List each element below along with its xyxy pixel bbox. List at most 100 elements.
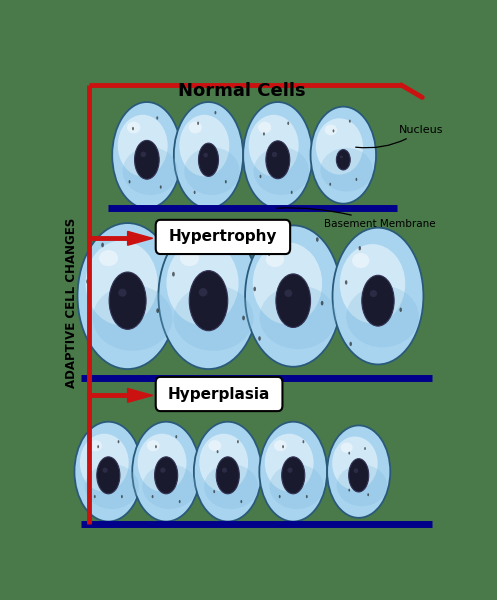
Ellipse shape xyxy=(109,272,146,329)
Ellipse shape xyxy=(197,122,199,125)
Ellipse shape xyxy=(147,440,160,451)
Ellipse shape xyxy=(259,422,327,521)
Ellipse shape xyxy=(259,175,261,178)
Ellipse shape xyxy=(129,180,131,184)
Ellipse shape xyxy=(187,235,190,240)
Ellipse shape xyxy=(358,246,361,250)
Ellipse shape xyxy=(348,488,350,491)
Ellipse shape xyxy=(94,495,96,498)
Ellipse shape xyxy=(340,244,405,323)
Ellipse shape xyxy=(245,226,341,367)
Ellipse shape xyxy=(258,336,261,341)
Ellipse shape xyxy=(316,237,319,242)
Ellipse shape xyxy=(121,495,123,498)
Ellipse shape xyxy=(268,251,270,256)
Ellipse shape xyxy=(242,316,245,320)
Ellipse shape xyxy=(189,271,228,331)
Ellipse shape xyxy=(348,452,350,455)
Ellipse shape xyxy=(97,457,120,494)
Ellipse shape xyxy=(199,434,248,491)
Ellipse shape xyxy=(194,422,261,521)
Text: Basement Membrane: Basement Membrane xyxy=(277,208,436,229)
Ellipse shape xyxy=(189,122,202,133)
Ellipse shape xyxy=(216,457,240,494)
Ellipse shape xyxy=(127,122,140,133)
Ellipse shape xyxy=(400,308,402,312)
Ellipse shape xyxy=(215,111,216,115)
Ellipse shape xyxy=(123,147,178,195)
Ellipse shape xyxy=(199,288,207,296)
Ellipse shape xyxy=(279,495,281,498)
Ellipse shape xyxy=(346,286,419,347)
Ellipse shape xyxy=(316,118,363,175)
Ellipse shape xyxy=(258,122,271,133)
Ellipse shape xyxy=(287,467,293,473)
Ellipse shape xyxy=(282,457,305,494)
Ellipse shape xyxy=(159,223,258,369)
Ellipse shape xyxy=(141,152,146,157)
Ellipse shape xyxy=(89,440,102,451)
Ellipse shape xyxy=(204,464,258,509)
Ellipse shape xyxy=(253,242,322,325)
Ellipse shape xyxy=(84,464,139,509)
Ellipse shape xyxy=(330,182,331,186)
Ellipse shape xyxy=(237,440,239,443)
Polygon shape xyxy=(128,388,153,403)
Ellipse shape xyxy=(203,153,208,157)
Ellipse shape xyxy=(266,141,290,179)
Ellipse shape xyxy=(272,152,277,157)
Ellipse shape xyxy=(179,500,180,503)
Ellipse shape xyxy=(263,132,265,136)
Ellipse shape xyxy=(132,422,200,521)
Ellipse shape xyxy=(213,490,215,493)
Ellipse shape xyxy=(180,250,199,266)
Ellipse shape xyxy=(341,443,353,452)
FancyBboxPatch shape xyxy=(156,220,290,254)
Ellipse shape xyxy=(118,115,167,176)
Ellipse shape xyxy=(92,285,172,351)
Ellipse shape xyxy=(132,127,134,130)
Ellipse shape xyxy=(266,251,284,267)
Ellipse shape xyxy=(336,149,350,170)
Ellipse shape xyxy=(259,286,336,349)
Ellipse shape xyxy=(253,147,309,195)
Ellipse shape xyxy=(332,130,334,133)
Ellipse shape xyxy=(349,458,369,492)
Ellipse shape xyxy=(99,250,118,266)
Ellipse shape xyxy=(118,289,127,296)
Ellipse shape xyxy=(282,445,284,448)
Ellipse shape xyxy=(306,495,308,498)
Ellipse shape xyxy=(336,464,387,506)
Ellipse shape xyxy=(325,125,337,135)
Ellipse shape xyxy=(118,440,119,443)
Ellipse shape xyxy=(284,289,292,297)
Ellipse shape xyxy=(352,253,369,268)
Ellipse shape xyxy=(241,500,242,503)
Ellipse shape xyxy=(101,242,104,247)
Ellipse shape xyxy=(311,107,376,203)
Ellipse shape xyxy=(184,147,240,195)
Ellipse shape xyxy=(291,191,293,194)
Ellipse shape xyxy=(303,440,304,443)
Ellipse shape xyxy=(276,274,311,328)
Ellipse shape xyxy=(362,275,394,326)
Ellipse shape xyxy=(135,140,159,179)
Ellipse shape xyxy=(364,447,366,450)
Ellipse shape xyxy=(222,467,227,473)
Ellipse shape xyxy=(172,272,175,277)
Ellipse shape xyxy=(217,450,219,453)
Ellipse shape xyxy=(253,287,256,291)
Ellipse shape xyxy=(157,116,158,119)
Ellipse shape xyxy=(367,493,369,496)
Ellipse shape xyxy=(97,445,99,448)
Ellipse shape xyxy=(248,115,299,176)
Ellipse shape xyxy=(179,115,229,176)
Ellipse shape xyxy=(152,495,154,498)
Ellipse shape xyxy=(80,434,129,491)
Ellipse shape xyxy=(355,178,357,181)
Ellipse shape xyxy=(102,467,108,473)
Ellipse shape xyxy=(287,122,289,125)
Ellipse shape xyxy=(85,241,158,325)
Ellipse shape xyxy=(321,148,373,191)
Ellipse shape xyxy=(160,185,162,189)
